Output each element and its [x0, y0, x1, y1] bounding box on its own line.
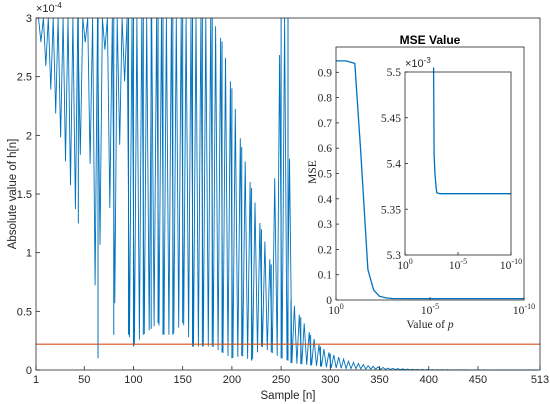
- inset-y-axis-label: MSE: [307, 160, 319, 184]
- zoom-y-tick-label: 5.35: [381, 204, 401, 216]
- inset-y-tick-label: 0.6: [318, 143, 333, 155]
- x-tick-label: 450: [469, 374, 487, 386]
- main-ticks: 1 50 100 150 200 250 300 350 400 450 51300.511.522…: [17, 13, 549, 386]
- zoom-curve: [432, 67, 511, 195]
- inset-x-tick-label: 10-10: [513, 302, 535, 317]
- zoom-y-tick-label: 5.45: [381, 113, 401, 125]
- y-tick-label: 1: [26, 248, 32, 260]
- y-tick-label: 1.5: [17, 189, 32, 201]
- inset-x-tick-label: 100: [328, 302, 344, 317]
- x-tick-label: 50: [78, 374, 90, 386]
- zoom-y-exponent: ×10-3: [405, 56, 431, 70]
- zoom-ticks: 100 10-5 10-10 5.3 5.35 5.4 5.45 5.5: [381, 67, 522, 272]
- inset-ticks: 100 10-5 10-10 0 0.1 0.2 0.3 0.4 0.5 0.6 0.7 0.8 0.9: [318, 67, 535, 317]
- inset-x-tick-label: 10-5: [421, 302, 439, 317]
- inset-y-tick-label: 0.3: [318, 219, 333, 231]
- main-data-layer: [36, 17, 540, 371]
- inset-y-tick-label: 0.4: [318, 194, 333, 206]
- x-tick-label: 250: [272, 374, 290, 386]
- zoom-y-tick-label: 5.3: [387, 250, 402, 262]
- x-tick-label: 150: [173, 374, 191, 386]
- x-tick-label: 513: [531, 374, 549, 386]
- y-tick-label: 2.5: [17, 72, 32, 84]
- main-x-axis-label: Sample [n]: [261, 390, 316, 402]
- inset-x-axis-label: Value of p: [406, 319, 454, 331]
- main-y-axis-label: Absolute value of h[n]: [7, 139, 19, 250]
- inset-y-tick-label: 0.9: [318, 67, 333, 79]
- x-tick-label: 200: [223, 374, 241, 386]
- zoom-data-layer: [432, 67, 511, 195]
- inset-title: MSE Value: [400, 33, 461, 47]
- x-tick-label: 350: [370, 374, 388, 386]
- inset-y-tick-label: 0.1: [318, 270, 333, 282]
- x-tick-label: 400: [420, 374, 438, 386]
- zoom-y-tick-label: 5.4: [387, 159, 402, 171]
- zoom-x-tick-label: 10-5: [449, 257, 467, 272]
- zoom-plot-area: [405, 72, 511, 255]
- x-tick-label: 300: [321, 374, 339, 386]
- main-y-exponent: ×10-4: [36, 1, 62, 15]
- y-tick-label: 0: [26, 365, 32, 377]
- zoom-x-tick-label: 100: [397, 257, 413, 272]
- x-tick-label: 1: [33, 374, 39, 386]
- inset-data-layer: [336, 60, 524, 300]
- zoom-axes: 100 10-5 10-10 5.3 5.35 5.4 5.45 5.5 ×10-3: [381, 56, 522, 272]
- zoom-y-tick-label: 5.5: [387, 67, 402, 79]
- mse-curve: [336, 60, 524, 300]
- inset-y-tick-label: 0: [326, 295, 332, 307]
- x-tick-label: 100: [124, 374, 142, 386]
- y-tick-label: 2: [26, 130, 32, 142]
- inset-y-tick-label: 0.5: [318, 169, 333, 181]
- inset-y-tick-label: 0.7: [318, 118, 333, 130]
- y-tick-label: 0.5: [17, 306, 32, 318]
- inset-y-tick-label: 0.2: [318, 244, 333, 256]
- zoom-x-tick-label: 10-10: [500, 257, 522, 272]
- inset-y-tick-label: 0.8: [318, 93, 333, 105]
- y-tick-label: 3: [26, 13, 32, 25]
